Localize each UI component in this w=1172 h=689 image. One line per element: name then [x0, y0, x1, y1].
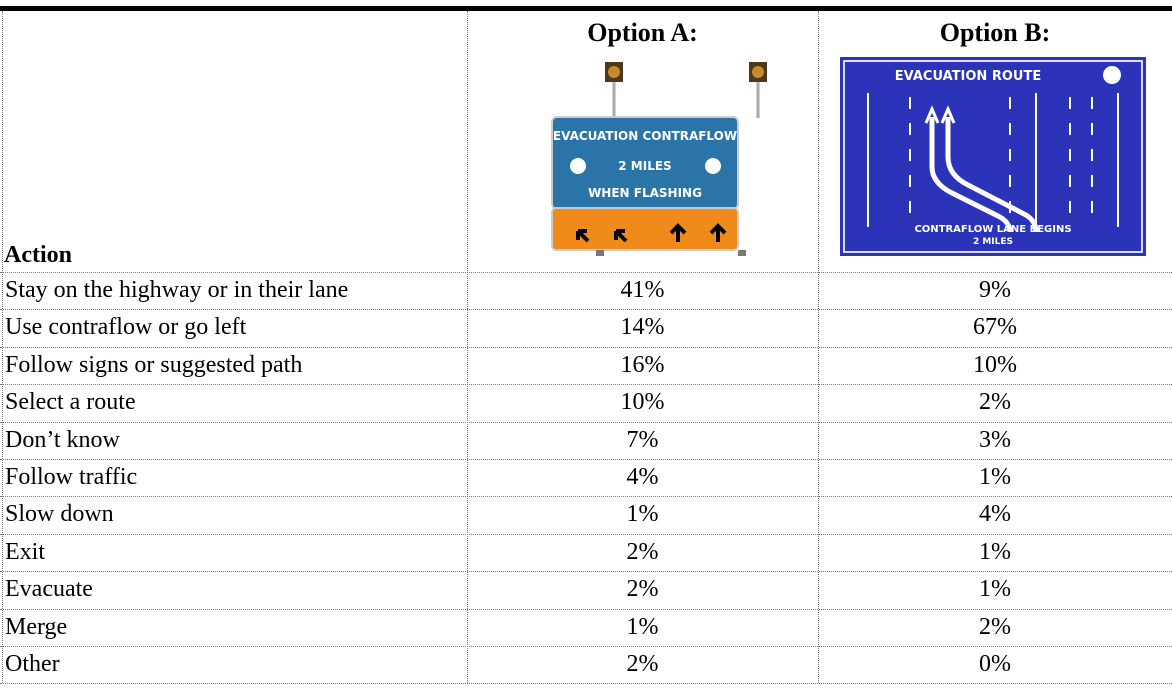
sign-a-line: 2 MILES — [618, 159, 671, 173]
percent-cell: 10% — [467, 384, 818, 421]
percent-cell: 2% — [818, 609, 1172, 646]
percent-cell: 67% — [818, 309, 1172, 346]
action-cell: Merge — [5, 609, 67, 646]
action-cell: Slow down — [5, 496, 114, 533]
percent-cell: 3% — [818, 422, 1172, 459]
percent-cell: 2% — [467, 646, 818, 683]
action-cell: Exit — [5, 534, 45, 571]
percent-cell: 0% — [818, 646, 1172, 683]
percent-cell: 1% — [818, 571, 1172, 608]
top-rule — [0, 6, 1172, 11]
sign-b-line: CONTRAFLOW LANE BEGINS — [914, 224, 1071, 235]
percent-cell: 4% — [467, 459, 818, 496]
sign-b-line: EVACUATION ROUTE — [895, 69, 1041, 84]
percent-cell: 2% — [467, 534, 818, 571]
action-cell: Follow traffic — [5, 459, 137, 496]
action-cell: Use contraflow or go left — [5, 309, 246, 346]
column-border — [467, 11, 468, 683]
sign-a: EVACUATION CONTRAFLOW 2 MILES WHEN FLASH… — [548, 56, 773, 261]
percent-cell: 1% — [818, 459, 1172, 496]
action-cell: Select a route — [5, 384, 136, 421]
action-cell: Stay on the highway or in their lane — [5, 272, 348, 309]
sign-a-line: EVACUATION CONTRAFLOW — [553, 129, 737, 143]
percent-cell: 16% — [467, 347, 818, 384]
percent-cell: 1% — [467, 609, 818, 646]
percent-cell: 2% — [818, 384, 1172, 421]
action-cell: Other — [5, 646, 60, 683]
percent-cell: 9% — [818, 272, 1172, 309]
percent-cell: 10% — [818, 347, 1172, 384]
sign-a-line: WHEN FLASHING — [588, 186, 702, 200]
action-cell: Don’t know — [5, 422, 120, 459]
percent-cell: 4% — [818, 496, 1172, 533]
option-a-header: Option A: — [467, 18, 818, 48]
sign-b-line: 2 MILES — [973, 237, 1013, 247]
column-border — [818, 11, 819, 683]
action-cell: Follow signs or suggested path — [5, 347, 302, 384]
percent-cell: 1% — [818, 534, 1172, 571]
percent-cell: 7% — [467, 422, 818, 459]
page: Action Option A: Option B: EVACUATION CO… — [0, 0, 1172, 689]
percent-cell: 41% — [467, 272, 818, 309]
percent-cell: 1% — [467, 496, 818, 533]
sign-b: EVACUATION ROUTE CONTRAFLOW LANE BEGINS … — [840, 57, 1146, 256]
option-b-header: Option B: — [818, 18, 1172, 48]
column-border — [2, 11, 3, 683]
percent-cell: 2% — [467, 571, 818, 608]
row-border — [0, 683, 1172, 684]
action-cell: Evacuate — [5, 571, 93, 608]
percent-cell: 14% — [467, 309, 818, 346]
action-header: Action — [4, 242, 72, 269]
